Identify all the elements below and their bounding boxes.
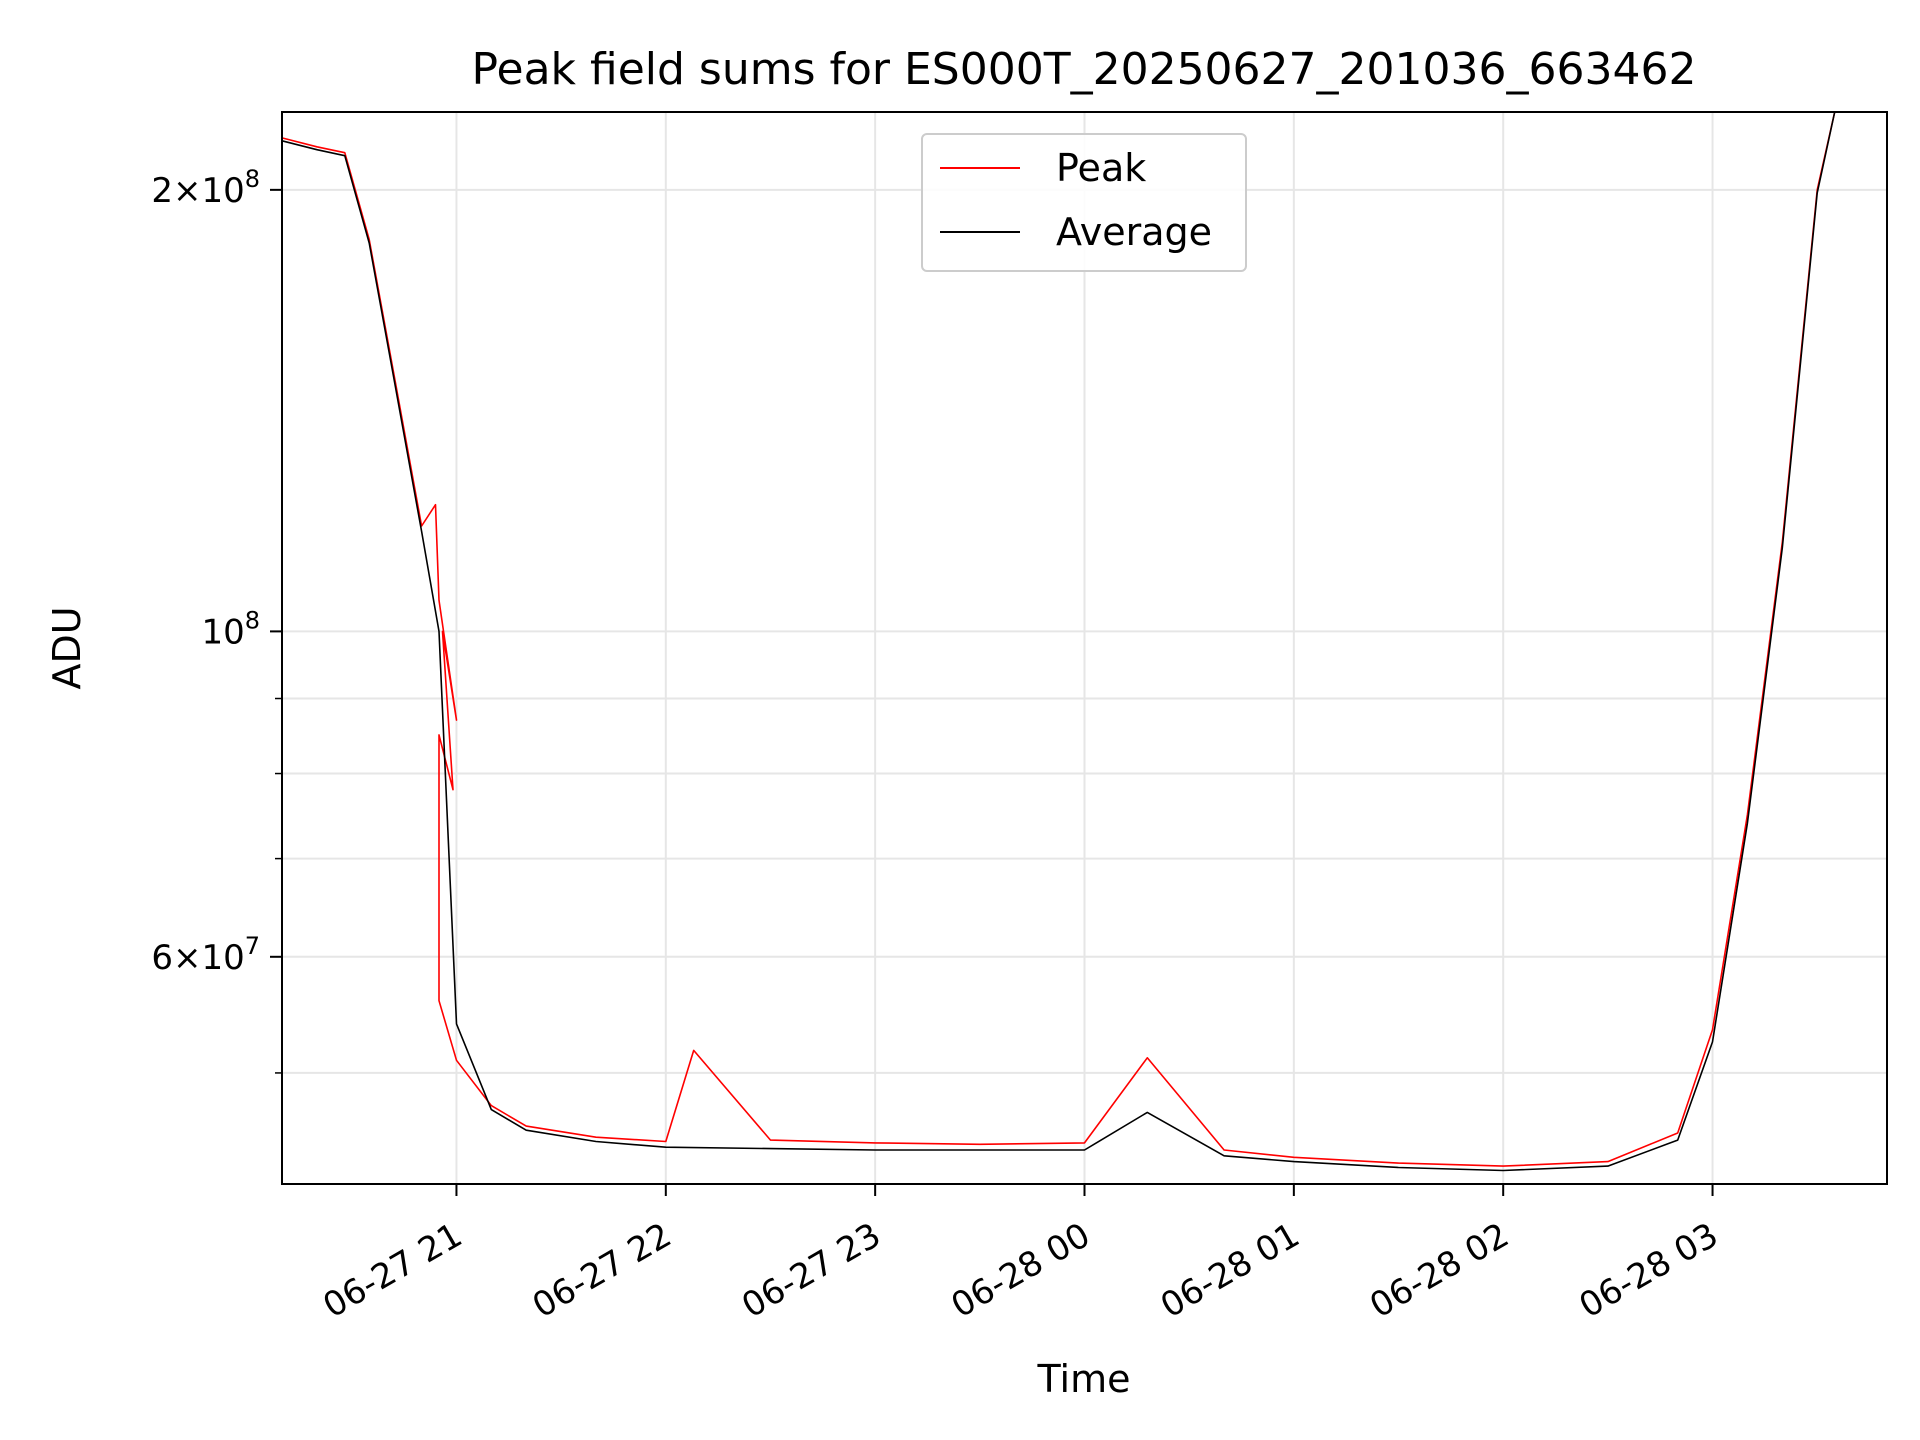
y-tick-label: 2×108 [151, 165, 260, 211]
legend-label-average: Average [1056, 210, 1212, 254]
series-layer [281, 111, 1887, 1172]
series-line-peak [281, 111, 1887, 1167]
grid [282, 112, 1887, 1184]
legend: Peak Average [921, 133, 1247, 272]
x-axis-label: Time [1037, 1357, 1131, 1401]
y-tick-label: 108 [201, 606, 260, 652]
series-line-average [281, 111, 1887, 1172]
legend-label-peak: Peak [1056, 146, 1146, 190]
chart-title: Peak field sums for ES000T_20250627_2010… [472, 44, 1697, 95]
y-axis-label: ADU [45, 606, 89, 689]
y-tick-label: 6×107 [151, 932, 260, 978]
